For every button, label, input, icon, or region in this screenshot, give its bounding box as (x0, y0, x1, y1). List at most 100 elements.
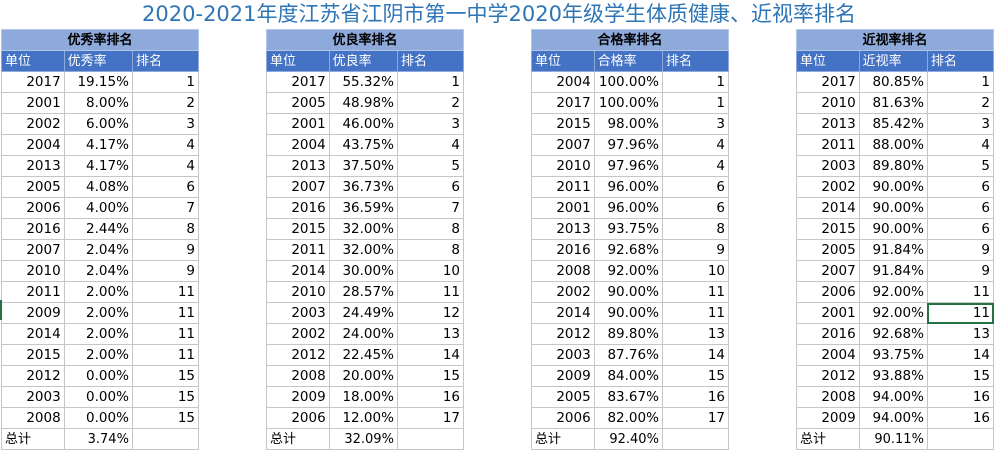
rank-cell[interactable]: 9 (661, 239, 730, 261)
unit-cell[interactable]: 2005 (531, 386, 595, 408)
unit-cell[interactable]: 2014 (266, 260, 330, 282)
column-header[interactable]: 排名 (396, 50, 465, 72)
rate-cell[interactable]: 0.00% (63, 407, 133, 429)
total-rank-cell[interactable] (926, 428, 995, 450)
rate-cell[interactable]: 0.00% (63, 386, 133, 408)
unit-cell[interactable]: 2014 (1, 323, 65, 345)
rank-cell[interactable]: 3 (131, 113, 200, 135)
rate-cell[interactable]: 48.98% (328, 92, 398, 114)
unit-cell[interactable]: 2004 (266, 134, 330, 156)
unit-cell[interactable]: 2001 (531, 197, 595, 219)
rate-cell[interactable]: 90.00% (858, 197, 928, 219)
rate-cell[interactable]: 8.00% (63, 92, 133, 114)
unit-cell[interactable]: 2004 (1, 134, 65, 156)
rate-cell[interactable]: 4.17% (63, 134, 133, 156)
rank-cell[interactable]: 1 (661, 92, 730, 114)
rate-cell[interactable]: 92.00% (858, 302, 928, 324)
unit-cell[interactable]: 2014 (796, 197, 860, 219)
rank-cell[interactable]: 11 (131, 302, 200, 324)
rate-cell[interactable]: 2.00% (63, 344, 133, 366)
rank-cell[interactable]: 10 (396, 260, 465, 282)
rate-cell[interactable]: 87.76% (593, 344, 663, 366)
rate-cell[interactable]: 80.85% (858, 71, 928, 93)
column-header[interactable]: 单位 (1, 50, 65, 72)
rate-cell[interactable]: 88.00% (858, 134, 928, 156)
rate-cell[interactable]: 81.63% (858, 92, 928, 114)
column-header[interactable]: 优良率 (328, 50, 398, 72)
rank-cell[interactable]: 4 (396, 134, 465, 156)
rate-cell[interactable]: 92.00% (858, 281, 928, 303)
rate-cell[interactable]: 30.00% (328, 260, 398, 282)
unit-cell[interactable]: 2016 (1, 218, 65, 240)
column-header[interactable]: 近视率 (858, 50, 928, 72)
rate-cell[interactable]: 93.75% (593, 218, 663, 240)
rank-cell[interactable]: 2 (926, 92, 995, 114)
unit-cell[interactable]: 2013 (266, 155, 330, 177)
rank-cell[interactable]: 6 (131, 176, 200, 198)
unit-cell[interactable]: 2008 (796, 386, 860, 408)
rate-cell[interactable]: 89.80% (593, 323, 663, 345)
rate-cell[interactable]: 92.68% (593, 239, 663, 261)
rate-cell[interactable]: 55.32% (328, 71, 398, 93)
rank-cell[interactable]: 8 (131, 218, 200, 240)
rank-cell[interactable]: 1 (396, 71, 465, 93)
unit-cell[interactable]: 2011 (266, 239, 330, 261)
column-header[interactable]: 合格率 (593, 50, 663, 72)
rank-cell[interactable]: 2 (396, 92, 465, 114)
unit-cell[interactable]: 2004 (796, 344, 860, 366)
rate-cell[interactable]: 22.45% (328, 344, 398, 366)
unit-cell[interactable]: 2015 (796, 218, 860, 240)
rank-cell[interactable]: 7 (131, 197, 200, 219)
unit-cell[interactable]: 2015 (266, 218, 330, 240)
rate-cell[interactable]: 2.00% (63, 281, 133, 303)
unit-cell[interactable]: 2003 (796, 155, 860, 177)
rank-cell[interactable]: 11 (131, 344, 200, 366)
total-rank-cell[interactable] (131, 428, 200, 450)
unit-cell[interactable]: 2008 (531, 260, 595, 282)
table-caption[interactable]: 合格率排名 (531, 29, 729, 51)
rate-cell[interactable]: 97.96% (593, 155, 663, 177)
rate-cell[interactable]: 18.00% (328, 386, 398, 408)
unit-cell[interactable]: 2017 (531, 92, 595, 114)
column-header[interactable]: 单位 (531, 50, 595, 72)
rank-cell[interactable]: 4 (131, 155, 200, 177)
table-caption[interactable]: 优良率排名 (266, 29, 464, 51)
unit-cell[interactable]: 2002 (1, 113, 65, 135)
rate-cell[interactable]: 37.50% (328, 155, 398, 177)
rate-cell[interactable]: 24.49% (328, 302, 398, 324)
rank-cell[interactable]: 5 (396, 155, 465, 177)
rank-cell[interactable]: 3 (661, 113, 730, 135)
total-label[interactable]: 总计 (796, 428, 860, 450)
unit-cell[interactable]: 2011 (531, 176, 595, 198)
rank-cell[interactable]: 11 (396, 281, 465, 303)
column-header[interactable]: 优秀率 (63, 50, 133, 72)
unit-cell[interactable]: 2011 (796, 134, 860, 156)
rate-cell[interactable]: 91.84% (858, 239, 928, 261)
rate-cell[interactable]: 96.00% (593, 176, 663, 198)
rank-cell[interactable]: 8 (661, 218, 730, 240)
rate-cell[interactable]: 92.00% (593, 260, 663, 282)
rank-cell[interactable]: 6 (926, 197, 995, 219)
unit-cell[interactable]: 2003 (266, 302, 330, 324)
rate-cell[interactable]: 96.00% (593, 197, 663, 219)
unit-cell[interactable]: 2016 (796, 323, 860, 345)
rank-cell[interactable]: 11 (661, 281, 730, 303)
unit-cell[interactable]: 2013 (1, 155, 65, 177)
rate-cell[interactable]: 97.96% (593, 134, 663, 156)
unit-cell[interactable]: 2015 (531, 113, 595, 135)
rank-cell[interactable]: 15 (131, 407, 200, 429)
rate-cell[interactable]: 43.75% (328, 134, 398, 156)
rate-cell[interactable]: 98.00% (593, 113, 663, 135)
rate-cell[interactable]: 93.75% (858, 344, 928, 366)
rank-cell[interactable]: 10 (661, 260, 730, 282)
rate-cell[interactable]: 92.68% (858, 323, 928, 345)
unit-cell[interactable]: 2006 (531, 407, 595, 429)
unit-cell[interactable]: 2009 (796, 407, 860, 429)
rate-cell[interactable]: 85.42% (858, 113, 928, 135)
unit-cell[interactable]: 2004 (531, 71, 595, 93)
unit-cell[interactable]: 2005 (1, 176, 65, 198)
rate-cell[interactable]: 46.00% (328, 113, 398, 135)
rank-cell[interactable]: 12 (396, 302, 465, 324)
rate-cell[interactable]: 2.04% (63, 260, 133, 282)
rank-cell[interactable]: 11 (131, 323, 200, 345)
